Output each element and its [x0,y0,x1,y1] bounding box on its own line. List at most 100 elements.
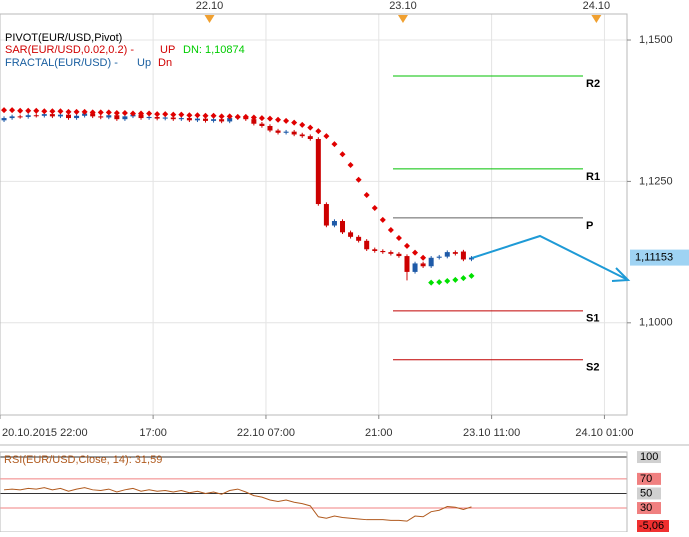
sar-dot [242,113,249,120]
sar-dot [460,275,467,282]
legend-sar: SAR(EUR/USD,0.02,0.2) - [5,44,134,56]
pivot-label: R2 [586,78,600,90]
sar-dot [210,112,217,119]
sar-dot [89,109,96,116]
sar-dot [25,107,32,114]
candle-body [452,252,458,254]
candle-body [460,251,466,260]
forecast-line [471,234,629,281]
legend-fractal: FRACTAL(EUR/USD) - [5,57,118,69]
rsi-tick-label: 30 [640,502,652,514]
pivot-label: S2 [586,362,599,374]
rsi-tick-box [637,487,661,500]
sar-dot [403,242,410,249]
sar-dot [258,115,265,122]
candle-body [428,257,434,267]
pivot-label: R1 [586,171,600,183]
grid [0,14,627,509]
sar-dot [412,249,419,256]
candle-body [114,115,120,120]
legend-sar-up: UP [160,44,175,56]
y-tick-label: 1,1000 [639,317,673,329]
candle-body [404,256,410,272]
candle-body [219,119,225,122]
legend-pivot: PIVOT(EUR/USD,Pivot) [5,32,122,44]
sar-dot [218,113,225,120]
rsi-tick-label: 50 [640,487,652,499]
legend-fractal-up: Up [137,57,151,69]
legend-fractal-dn: Dn [158,57,172,69]
sar-dot [420,254,427,261]
candle-body [323,204,329,226]
candle-body [49,114,55,117]
rsi-tick-box [637,451,661,464]
candle-body [315,138,321,205]
rsi-tick-label: 100 [640,451,658,463]
x-tick-label: 17:00 [139,427,167,439]
sar-dot [363,191,370,198]
candle-body [267,125,273,131]
rsi-last-label: -5,06 [639,520,664,532]
sar-dot [291,119,298,126]
candle-body [356,236,362,241]
rsi-line [3,487,472,522]
rsi-title: RSI(EUR/USD,Close, 14): 31,59 [4,454,162,466]
sar-dot [395,234,402,241]
candle-body [211,119,217,121]
y-tick-label: 1,1500 [639,34,673,46]
candle-body [436,256,442,258]
sar-dot [1,107,8,114]
candle-body [340,221,346,233]
sar-dot [170,111,177,118]
sar-dot [194,112,201,119]
candle-body [203,118,209,121]
sar-dot [331,141,338,148]
sar-dot [105,109,112,116]
sar-dot [81,108,88,115]
sar-dot [355,176,362,183]
candle-body [1,118,7,121]
candle-body [283,131,289,133]
candle-body [146,116,152,119]
candle-body [9,116,15,119]
candle-body [380,250,386,253]
candle-body [194,118,200,121]
sar-dot [226,113,233,120]
x-tick-label: 22.10 07:00 [237,427,295,439]
candle-body [364,240,370,250]
candle-body [275,130,281,133]
candle-body [25,115,31,117]
sar-dot [49,108,56,115]
x-tick-label: 21:00 [365,427,393,439]
sar-dot [468,272,475,279]
rsi-tick-label: 70 [640,473,652,485]
candle-body [468,257,474,260]
sar-dot [307,124,314,131]
last-price-box [630,249,689,266]
sar-dot [65,108,72,115]
rsi-tick-box [637,472,661,485]
candle-body [291,131,297,135]
sar-dot [275,116,282,123]
candle-body [348,232,354,237]
date-marker [397,15,408,23]
sar-dot [33,107,40,114]
sar-dot [323,133,330,140]
sar-dot [178,111,185,118]
date-label: 23.10 [389,0,417,12]
candle-body [331,221,337,226]
sar-dot [129,110,136,117]
candle-body [122,116,128,120]
sar-dot [428,279,435,286]
candle-body [162,117,168,119]
sar-dot [146,110,153,117]
sar-dot [436,279,443,286]
date-label: 24.10 [583,0,611,12]
pivot-label: S1 [586,313,599,325]
sar-dot [387,227,394,234]
sar-dot [154,111,161,118]
sar-dot [266,115,273,122]
candle-body [186,118,192,121]
